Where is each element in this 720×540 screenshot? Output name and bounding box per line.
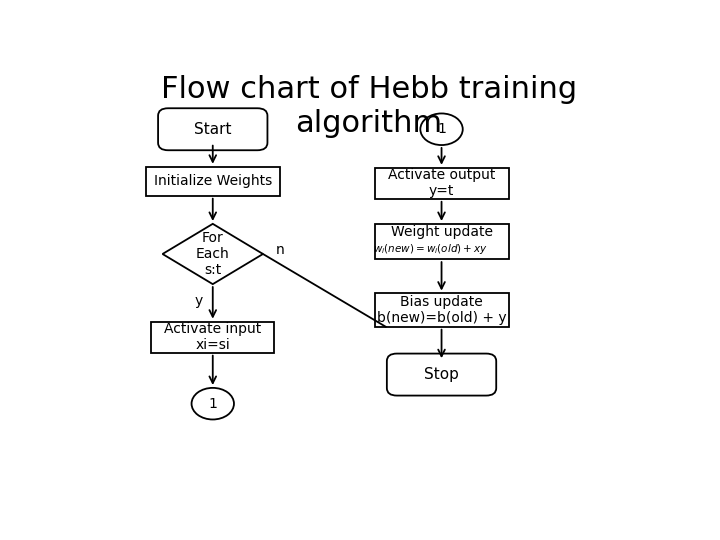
Polygon shape xyxy=(163,224,263,284)
Text: Stop: Stop xyxy=(424,367,459,382)
Text: Activate output
y=t: Activate output y=t xyxy=(388,168,495,198)
Bar xyxy=(151,321,274,353)
Bar xyxy=(374,224,508,259)
Text: y: y xyxy=(194,294,203,308)
Text: $w_i(new) = w_i(old) + xy$: $w_i(new) = w_i(old) + xy$ xyxy=(373,242,488,256)
Text: Weight update: Weight update xyxy=(390,225,492,239)
Bar xyxy=(145,167,280,196)
Circle shape xyxy=(420,113,463,145)
Text: 1: 1 xyxy=(437,122,446,136)
Text: Initialize Weights: Initialize Weights xyxy=(153,174,272,188)
Text: Start: Start xyxy=(194,122,232,137)
Text: Activate input
xi=si: Activate input xi=si xyxy=(164,322,261,352)
Text: For
Each
s:t: For Each s:t xyxy=(196,231,230,277)
FancyBboxPatch shape xyxy=(387,354,496,396)
Circle shape xyxy=(192,388,234,420)
Text: Flow chart of Hebb training
algorithm: Flow chart of Hebb training algorithm xyxy=(161,75,577,138)
Bar xyxy=(374,168,508,199)
Bar xyxy=(374,294,508,327)
FancyBboxPatch shape xyxy=(158,108,267,150)
Text: 1: 1 xyxy=(208,397,217,411)
Text: n: n xyxy=(275,243,284,257)
Text: Bias update
b(new)=b(old) + y: Bias update b(new)=b(old) + y xyxy=(377,295,506,325)
